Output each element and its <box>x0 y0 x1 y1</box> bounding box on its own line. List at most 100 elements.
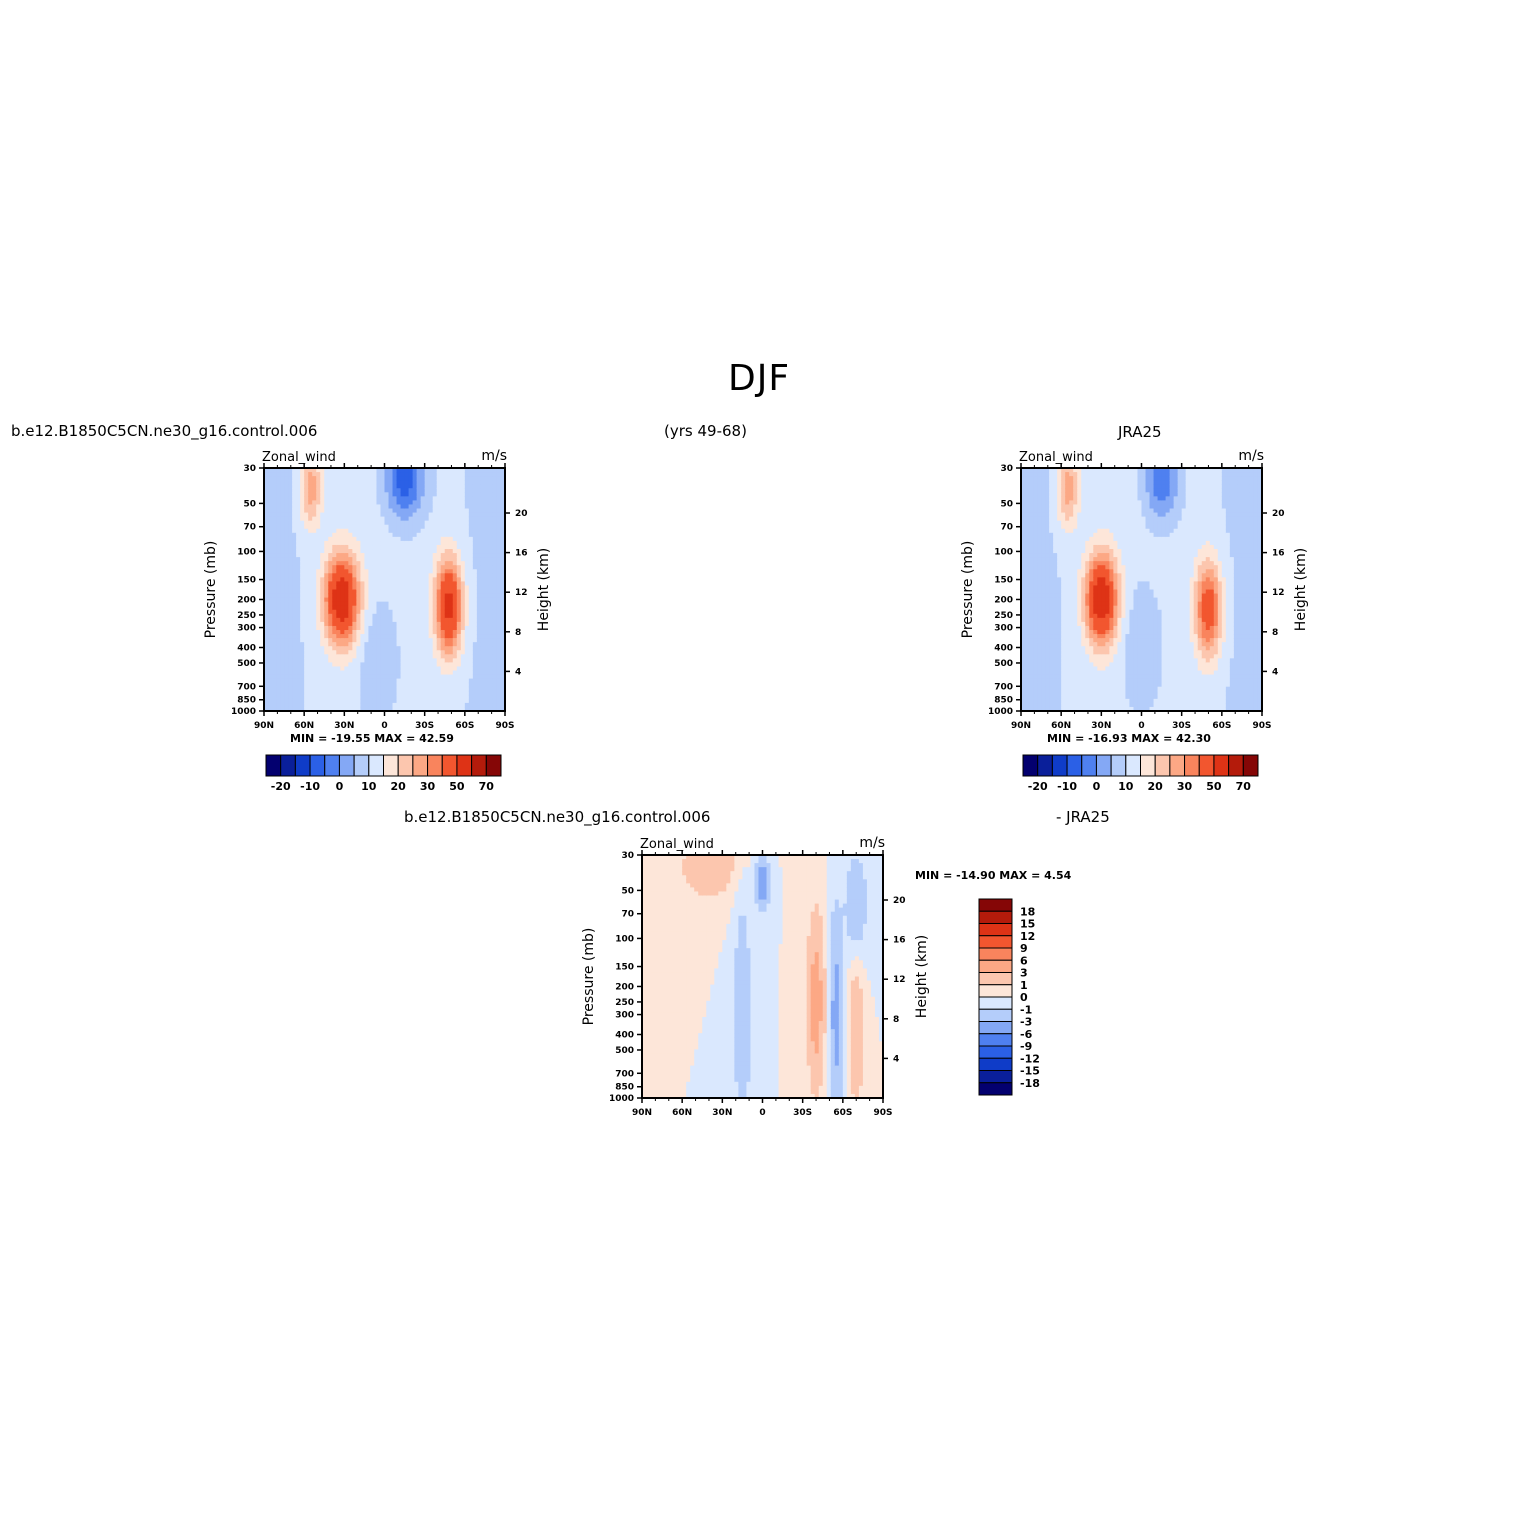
field-cell <box>1065 512 1070 518</box>
field-cell <box>1101 569 1106 574</box>
field-cell <box>1061 516 1066 522</box>
field-cell <box>340 662 345 668</box>
field-cell <box>1073 593 1078 599</box>
field-cell <box>1069 532 1074 538</box>
field-cell <box>364 646 370 651</box>
field-cell <box>1053 484 1058 489</box>
field-cell <box>312 698 317 704</box>
field-cell <box>1061 585 1066 591</box>
field-cell <box>500 621 506 627</box>
field-cell <box>280 516 285 522</box>
field-cell <box>268 484 273 489</box>
field-cell <box>324 516 329 522</box>
field-cell <box>264 678 269 684</box>
field-cell <box>436 528 442 534</box>
field-cell <box>1093 528 1098 534</box>
field-cell <box>424 662 430 668</box>
field-cell <box>360 706 366 712</box>
field-cell <box>288 581 293 587</box>
x-tick-label: 30N <box>334 721 354 731</box>
field-cell <box>1089 512 1094 518</box>
field-cell <box>356 670 361 676</box>
field-cell <box>352 597 357 603</box>
field-cell <box>344 621 349 627</box>
diff-left-label: b.e12.B1850C5CN.ne30_g16.control.006 <box>404 808 711 826</box>
field-cell <box>348 484 353 489</box>
field-cell <box>1049 589 1054 595</box>
field-cell <box>380 613 386 619</box>
field-cell <box>1077 504 1082 510</box>
field-cell <box>1033 630 1038 635</box>
field-cell <box>496 666 502 672</box>
field-cell <box>296 508 301 514</box>
field-cell <box>1093 702 1098 708</box>
field-cell <box>352 589 357 595</box>
field-cell <box>1089 706 1094 712</box>
field-cell <box>476 589 482 595</box>
field-cell <box>480 613 486 619</box>
field-cell <box>1045 589 1050 595</box>
field-cell <box>1049 654 1054 659</box>
field-cell <box>440 686 446 692</box>
field-cell <box>1057 666 1062 672</box>
field-cell <box>336 480 341 485</box>
field-cell <box>452 694 458 700</box>
field-cell <box>1045 605 1050 611</box>
field-cell <box>472 557 478 562</box>
field-cell <box>428 694 434 700</box>
field-cell <box>1101 480 1106 485</box>
field-cell <box>436 480 442 485</box>
field-cell <box>372 561 378 566</box>
field-cell <box>328 658 333 663</box>
field-cell <box>276 516 281 522</box>
field-cell <box>444 630 450 635</box>
field-cell <box>404 650 410 655</box>
field-cell <box>496 472 502 477</box>
field-cell <box>1045 678 1050 684</box>
field-cell <box>320 670 325 676</box>
field-cell <box>1065 630 1070 635</box>
field-cell <box>1093 621 1098 627</box>
field-cell <box>1045 512 1050 518</box>
field-cell <box>1029 504 1034 510</box>
field-cell <box>1093 634 1098 639</box>
field-cell <box>456 589 462 595</box>
field-cell <box>348 512 353 518</box>
field-cell <box>324 682 329 688</box>
field-cell <box>1065 561 1070 566</box>
field-cell <box>368 532 374 538</box>
field-cell <box>1073 605 1078 611</box>
field-cell <box>436 557 442 562</box>
field-cell <box>440 589 446 595</box>
field-cell <box>496 524 502 530</box>
field-cell <box>1029 605 1034 611</box>
field-cell <box>460 597 466 603</box>
field-cell <box>408 621 414 627</box>
field-cell <box>472 634 478 639</box>
field-cell <box>1053 658 1058 663</box>
field-cell <box>308 480 313 485</box>
field-cell <box>464 638 470 643</box>
field-cell <box>416 706 422 712</box>
field-cell <box>436 686 442 692</box>
field-cell <box>352 573 357 578</box>
field-cell <box>1021 617 1026 623</box>
field-cell <box>1097 674 1102 680</box>
field-cell <box>400 557 406 562</box>
field-cell <box>268 532 273 538</box>
field-cell <box>468 666 474 672</box>
field-cell <box>320 698 325 704</box>
field-cell <box>396 605 402 611</box>
field-cell <box>420 573 426 578</box>
field-cell <box>352 520 357 526</box>
field-cell <box>1033 658 1038 663</box>
field-cell <box>264 557 269 562</box>
field-cell <box>308 609 313 615</box>
field-cell <box>412 593 418 599</box>
field-cell <box>476 565 482 570</box>
field-cell <box>276 468 281 473</box>
field-cell <box>328 589 333 595</box>
field-cell <box>360 666 366 672</box>
field-cell <box>1081 585 1086 591</box>
field-cell <box>1037 492 1042 497</box>
